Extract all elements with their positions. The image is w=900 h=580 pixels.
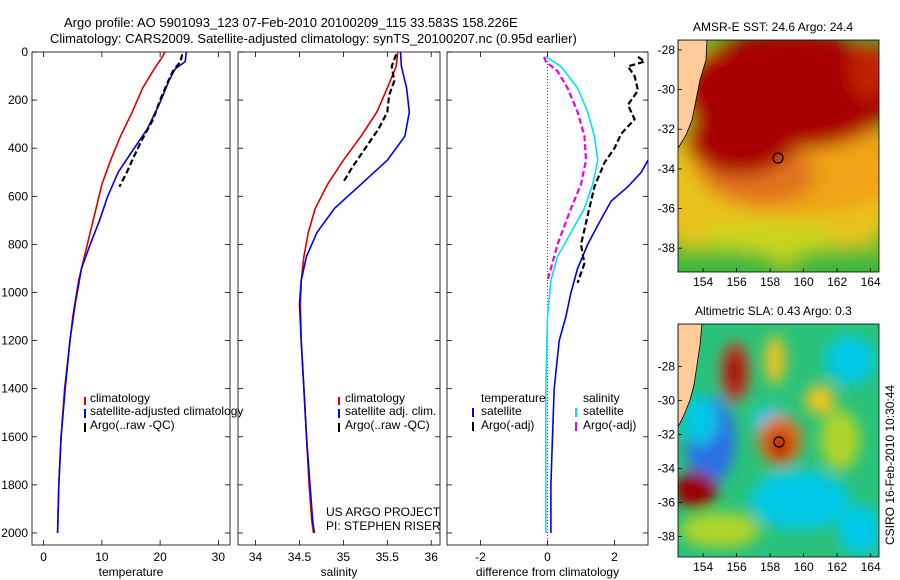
temperature-legend: climatology satellite-adjusted climatolo… [84, 391, 243, 432]
x-tick-label: 35 [337, 550, 351, 564]
x-tick-label: 34 [249, 550, 263, 564]
series-line [544, 56, 599, 533]
legend-label: satellite [583, 404, 624, 418]
x-tick-label: 10 [95, 550, 109, 564]
x-tick-label: 2 [611, 550, 618, 564]
map-y-tick-label: -30 [658, 83, 676, 97]
series-line [118, 54, 184, 188]
sst-map-title: AMSR-E SST: 24.6 Argo: 24.4 [693, 20, 853, 34]
plot-frame [31, 51, 231, 546]
legend-label: climatology [345, 391, 405, 405]
legend-label: climatology [90, 391, 150, 405]
y-tick-label: 600 [8, 189, 28, 203]
figure-title-line1: Argo profile: AO 5901093_123 07-Feb-2010… [64, 15, 518, 30]
figure-title-line2: Climatology: CARS2009. Satellite-adjuste… [50, 31, 577, 46]
legend-label: Argo(..raw -QC) [90, 418, 175, 432]
x-tick-label: 35.5 [376, 550, 400, 564]
legend-label: Argo(-adj) [583, 418, 636, 432]
y-tick-label: 1800 [1, 478, 28, 492]
legend-label: satellite-adjusted climatology [90, 404, 243, 418]
credit-line1: US ARGO PROJECT [326, 505, 441, 519]
legend-label: satellite [481, 404, 522, 418]
x-tick-label: -2 [475, 550, 486, 564]
map-x-tick-label: 162 [827, 560, 847, 574]
plot-frame [237, 51, 441, 546]
map-y-tick-label: -36 [658, 496, 676, 510]
map-x-tick-label: 154 [693, 275, 713, 289]
y-tick-label: 1400 [1, 382, 28, 396]
map-y-tick-label: -34 [658, 462, 676, 476]
x-tick-label: 34.5 [288, 550, 312, 564]
x-tick-label: 36 [425, 550, 439, 564]
y-tick-label: 1200 [1, 334, 28, 348]
x-tick-label: 0 [40, 550, 47, 564]
y-tick-label: 800 [8, 237, 28, 251]
map-y-tick-label: -32 [658, 428, 676, 442]
map-x-tick-label: 164 [861, 560, 881, 574]
temperature-panel: 0 10 20 30 0 200 400 600 800 1000 1200 1400 1600 1800… [1, 45, 231, 579]
map-x-tick-label: 160 [794, 560, 814, 574]
map-x-tick-label: 162 [827, 275, 847, 289]
map-y-tick-label: -30 [658, 394, 676, 408]
y-tick-label: 400 [8, 141, 28, 155]
map-x-tick-label: 156 [727, 275, 747, 289]
sla-map-title: Altimetric SLA: 0.43 Argo: 0.3 [695, 304, 852, 318]
legend-label: satellite adj. clim. [345, 404, 436, 418]
salinity-legend: climatology satellite adj. clim. Argo(..… [338, 391, 436, 432]
series-line [543, 56, 588, 281]
sst-map [678, 40, 879, 272]
series-line [576, 55, 648, 284]
map-y-tick-label: -28 [658, 43, 676, 57]
map-x-tick-label: 156 [727, 560, 747, 574]
difference-legend: temperature satellite Argo(-adj) salinit… [472, 391, 636, 432]
legend-heading-temperature: temperature [481, 391, 546, 405]
series-line [298, 51, 411, 534]
map-y-tick-label: -28 [658, 360, 676, 374]
legend-heading-salinity: salinity [583, 391, 620, 405]
x-axis-label: temperature [99, 565, 164, 579]
x-axis-label: difference from climatology [476, 565, 619, 579]
map-y-tick-label: -38 [658, 241, 676, 255]
y-tick-label: 1000 [1, 285, 28, 299]
map-x-tick-label: 158 [760, 275, 780, 289]
sla-map-axes: 154 156 158 160 162 164 -28 -30 -32 -34 -36 -38 [658, 360, 881, 574]
x-tick-label: 20 [153, 550, 167, 564]
legend-label: Argo(..raw -QC) [345, 418, 430, 432]
y-tick-label: 2000 [1, 526, 28, 540]
y-tick-label: 0 [21, 45, 28, 59]
x-tick-label: 0 [544, 550, 551, 564]
map-x-tick-label: 154 [693, 560, 713, 574]
x-axis-label: salinity [321, 565, 358, 579]
map-y-tick-label: -38 [658, 530, 676, 544]
series-line [342, 54, 398, 183]
map-y-tick-label: -34 [658, 162, 676, 176]
y-tick-label: 200 [8, 93, 28, 107]
y-tick-label: 1600 [1, 430, 28, 444]
map-y-tick-label: -32 [658, 122, 676, 136]
timestamp-label: CSIRO 16-Feb-2010 10:30:44 [883, 385, 897, 545]
map-x-tick-label: 160 [794, 275, 814, 289]
series-line [550, 159, 649, 533]
sst-map-axes: 154 156 158 160 162 164 -28 -30 -32 -34 -36 -38 [658, 43, 881, 289]
argo-float-marker [773, 436, 785, 448]
x-tick-label: 30 [212, 550, 226, 564]
map-x-tick-label: 164 [861, 275, 881, 289]
credit-line2: PI: STEPHEN RISER [326, 519, 441, 533]
legend-label: Argo(-adj) [481, 418, 534, 432]
map-y-tick-label: -36 [658, 202, 676, 216]
argo-float-marker [772, 152, 784, 164]
sla-map [678, 324, 879, 557]
map-x-tick-label: 158 [760, 560, 780, 574]
salinity-panel: 34 34.5 35 35.5 36 salinity [237, 51, 441, 579]
